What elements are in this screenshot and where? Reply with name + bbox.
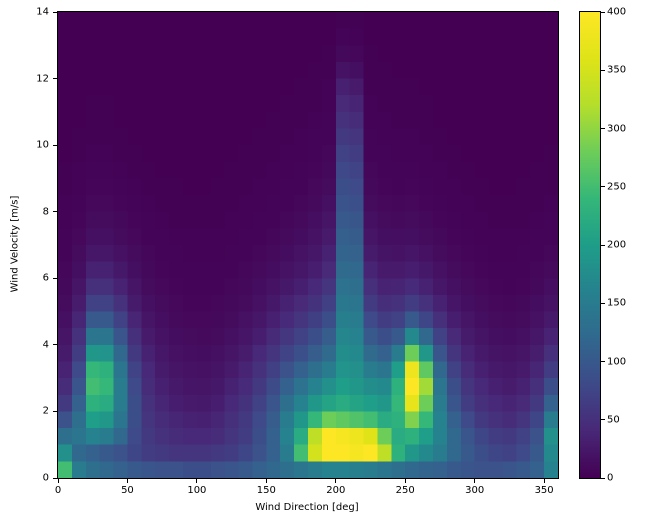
y-tick-label: 0 xyxy=(42,472,49,484)
y-tick-label: 2 xyxy=(42,405,49,417)
x-tick-mark xyxy=(265,479,267,483)
x-tick-mark xyxy=(57,479,59,483)
colorbar-tick-label: 300 xyxy=(607,123,627,134)
x-tick-mark xyxy=(404,479,406,483)
y-tick-label: 14 xyxy=(36,6,49,18)
colorbar-tick-label: 350 xyxy=(607,64,627,76)
colorbar-tick-mark xyxy=(601,69,605,71)
colorbar-tick-mark xyxy=(601,302,605,304)
y-tick-label: 12 xyxy=(36,73,49,85)
x-tick-label: 200 xyxy=(326,485,346,496)
x-tick-label: 300 xyxy=(465,485,485,496)
colorbar-tick-mark xyxy=(601,244,605,246)
y-tick-label: 10 xyxy=(36,139,49,151)
y-tick-label: 4 xyxy=(42,339,49,351)
colorbar-canvas xyxy=(580,12,600,478)
colorbar-tick-mark xyxy=(601,128,605,129)
colorbar-tick-label: 200 xyxy=(607,239,627,251)
colorbar-tick-mark xyxy=(601,186,605,188)
x-tick-mark xyxy=(126,479,128,483)
colorbar-tick-label: 250 xyxy=(607,181,627,193)
x-tick-label: 150 xyxy=(256,485,276,496)
colorbar-tick-label: 100 xyxy=(607,356,627,367)
x-tick-mark xyxy=(335,479,337,483)
colorbar-tick-label: 400 xyxy=(607,6,627,18)
x-tick-label: 0 xyxy=(54,485,62,496)
x-axis-label: Wind Direction [deg] xyxy=(255,502,359,513)
x-tick-mark xyxy=(474,479,476,483)
x-tick-label: 350 xyxy=(534,485,554,496)
x-tick-label: 50 xyxy=(121,485,134,496)
colorbar xyxy=(579,11,601,479)
y-tick-label: 8 xyxy=(42,206,49,218)
heatmap-canvas xyxy=(58,12,558,478)
x-tick-label: 100 xyxy=(187,485,207,496)
colorbar-tick-label: 150 xyxy=(607,297,627,309)
colorbar-tick-label: 0 xyxy=(607,472,614,484)
colorbar-tick-mark xyxy=(601,477,605,479)
y-tick-label: 6 xyxy=(42,272,49,284)
y-axis-label: Wind Velocity [m/s] xyxy=(9,195,21,293)
colorbar-tick-mark xyxy=(601,11,605,13)
x-tick-mark xyxy=(543,479,545,483)
colorbar-tick-mark xyxy=(601,419,605,421)
colorbar-tick-mark xyxy=(601,361,605,362)
plot-area xyxy=(57,11,559,479)
x-tick-mark xyxy=(196,479,198,483)
x-tick-label: 250 xyxy=(395,485,415,496)
colorbar-tick-label: 50 xyxy=(607,414,620,426)
